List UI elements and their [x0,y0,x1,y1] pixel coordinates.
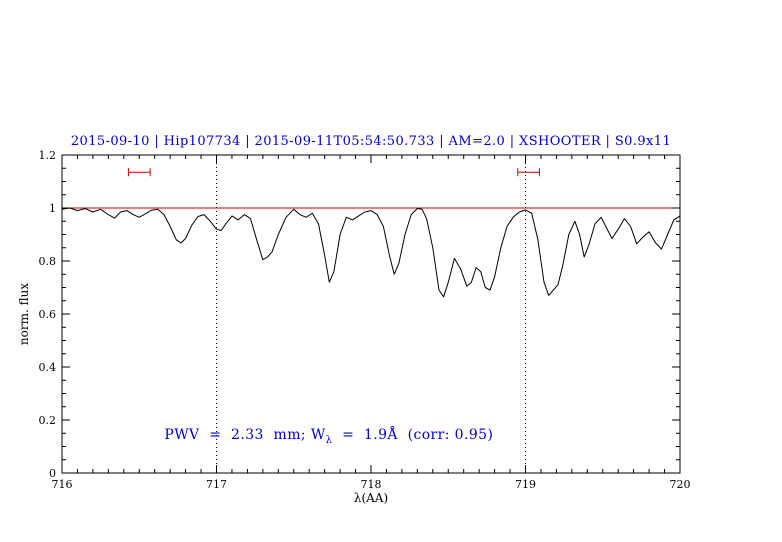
y-tick-label: 1 [49,202,56,215]
x-tick-label: 718 [361,478,382,491]
x-axis-label: λ(AA) [353,491,389,505]
pwv-annotation: PWV = 2.33 mm; Wλ = 1.9Å (corr: 0.95) [145,411,493,462]
y-tick-label: 1.2 [39,149,57,162]
y-tick-label: 0.8 [39,255,57,268]
x-tick-label: 719 [515,478,536,491]
pwv-annotation-suffix: = 1.9Å (corr: 0.95) [332,427,494,443]
y-axis-label: norm. flux [17,282,31,346]
y-tick-label: 0.6 [39,308,57,321]
x-tick-label: 716 [52,478,73,491]
chart-title: 2015-09-10 | Hip107734 | 2015-09-11T05:5… [70,134,672,149]
x-tick-label: 717 [206,478,227,491]
y-tick-label: 0 [49,467,56,480]
pwv-annotation-subscript: λ [325,434,333,446]
y-tick-label: 0.2 [39,414,57,427]
x-tick-label: 720 [670,478,691,491]
y-tick-label: 0.4 [39,361,57,374]
pwv-annotation-prefix: PWV = 2.33 mm; W [164,427,326,443]
